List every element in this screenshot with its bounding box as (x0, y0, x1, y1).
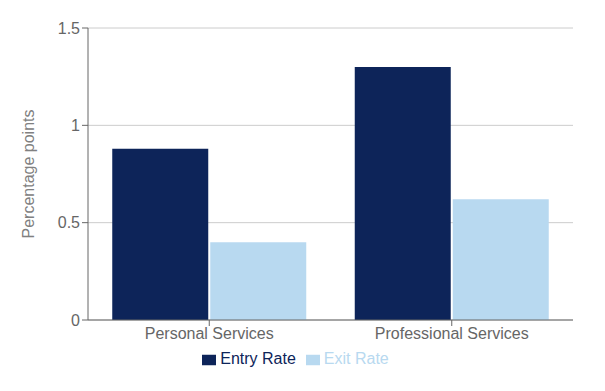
svg-text:0.5: 0.5 (58, 214, 80, 231)
svg-text:Personal Services: Personal Services (145, 325, 274, 342)
svg-text:Percentage points: Percentage points (20, 110, 37, 239)
svg-text:1: 1 (71, 117, 80, 134)
svg-text:Professional Services: Professional Services (375, 325, 529, 342)
html-text:Entry Rate: Entry Rate (220, 350, 296, 367)
html-text:Exit Rate: Exit Rate (323, 350, 389, 367)
svg-text:0: 0 (71, 312, 80, 329)
svg-text:1.5: 1.5 (58, 20, 80, 37)
